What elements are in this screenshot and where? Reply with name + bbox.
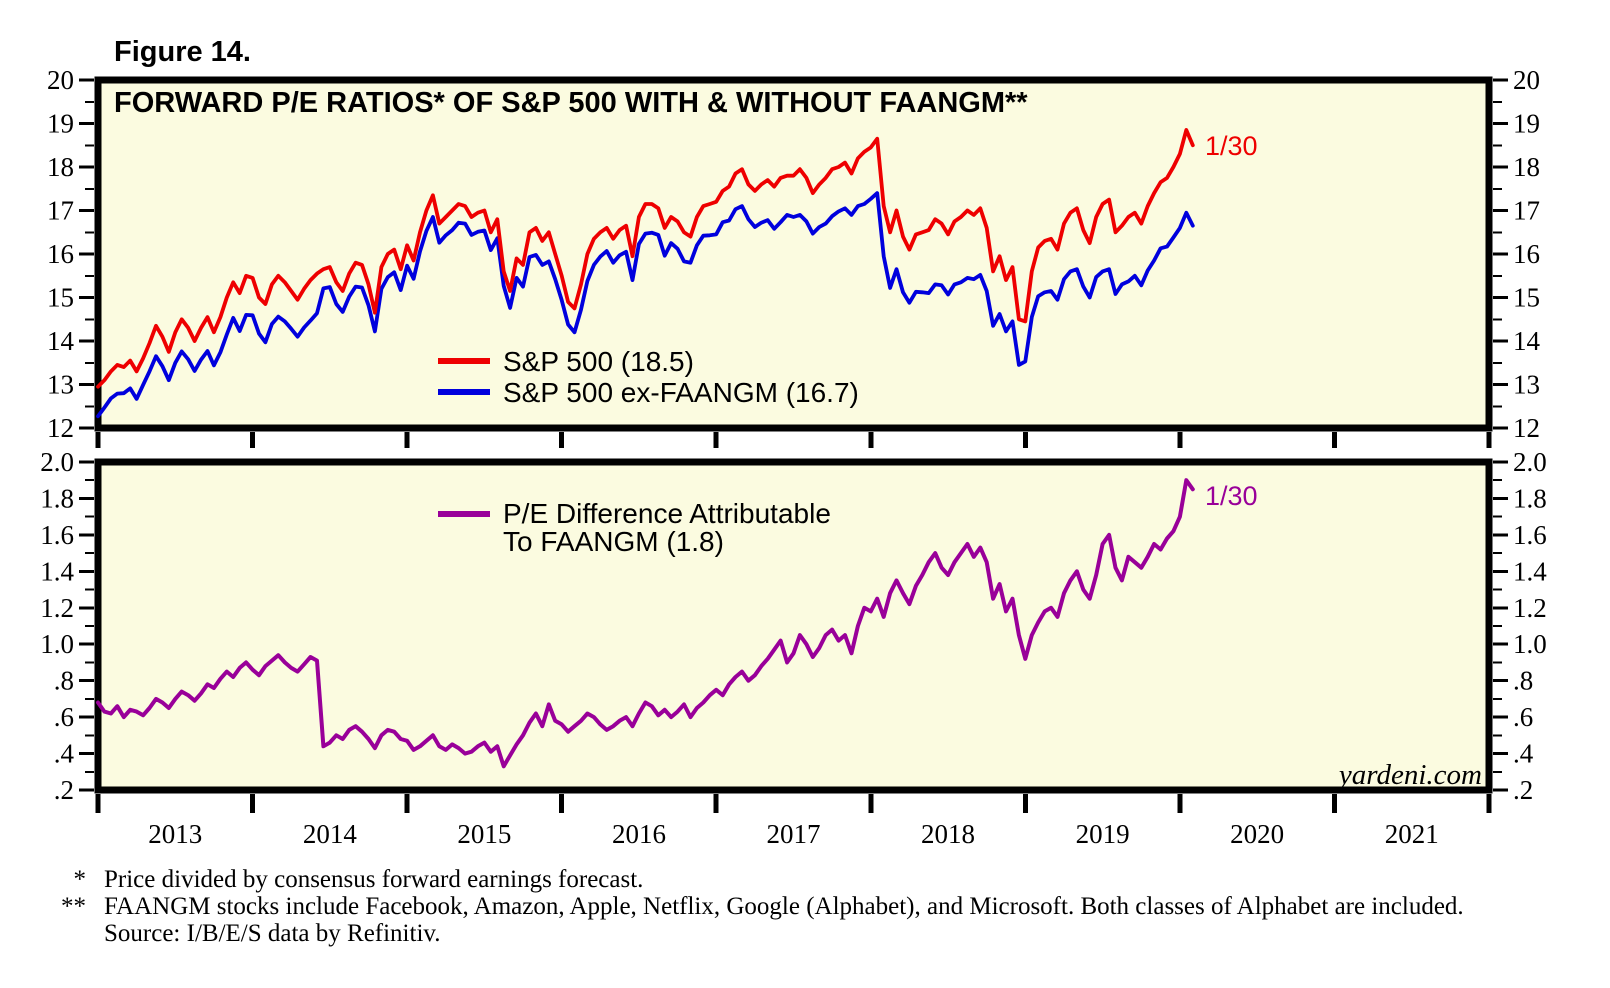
y-tick-label-left: 15 bbox=[47, 283, 74, 313]
y-tick-label-right: 18 bbox=[1513, 152, 1540, 182]
footnote-source: Source: I/B/E/S data by Refinitiv. bbox=[0, 920, 1560, 947]
y-tick-label-right: .4 bbox=[1513, 739, 1534, 769]
y-tick-label-right: 12 bbox=[1513, 413, 1540, 443]
y-tick-label-left: 13 bbox=[47, 370, 74, 400]
year-label: 2019 bbox=[1076, 819, 1130, 849]
pe-difference-legend-label-line1: P/E Difference Attributable bbox=[503, 498, 831, 529]
y-tick-label-right: 1.6 bbox=[1513, 520, 1547, 550]
bottom-panel-legend: P/E Difference Attributable To FAANGM (1… bbox=[438, 498, 831, 557]
figure-label: Figure 14. bbox=[114, 36, 251, 68]
y-tick-label-right: .8 bbox=[1513, 666, 1533, 696]
y-tick-label-left: 18 bbox=[47, 152, 74, 182]
y-tick-label-left: 17 bbox=[47, 196, 74, 226]
y-tick-label-left: 19 bbox=[47, 109, 74, 139]
footnote-source-text: Source: I/B/E/S data by Refinitiv. bbox=[104, 920, 441, 947]
axis-tick-labels: 12 12 13 13 14 14 15 15 16 16 17 17 18 18 19 19 20 20 .2 .2… bbox=[40, 65, 1547, 805]
footnote-2: ** FAANGM stocks include Facebook, Amazo… bbox=[0, 893, 1560, 920]
footnote-2-text: FAANGM stocks include Facebook, Amazon, … bbox=[104, 893, 1464, 920]
y-tick-label-left: 14 bbox=[47, 326, 75, 356]
y-tick-label-right: .2 bbox=[1513, 775, 1533, 805]
sp500-line bbox=[96, 128, 1195, 389]
y-tick-label-right: 16 bbox=[1513, 239, 1540, 269]
y-tick-label-left: 1.0 bbox=[40, 629, 74, 659]
chart-title: FORWARD P/E RATIOS* OF S&P 500 WITH & WI… bbox=[114, 87, 1028, 119]
year-label: 2018 bbox=[921, 819, 975, 849]
sp500-ex-faangm-legend-label: S&P 500 ex-FAANGM (16.7) bbox=[503, 377, 859, 408]
footnote-1-text: Price divided by consensus forward earni… bbox=[104, 866, 644, 893]
y-tick-label-left: 1.2 bbox=[40, 593, 74, 623]
year-label: 2021 bbox=[1385, 819, 1439, 849]
watermark: yardeni.com bbox=[1336, 759, 1482, 791]
pe-difference-line bbox=[96, 478, 1195, 769]
bottom-panel-plot-area bbox=[94, 458, 1493, 794]
y-tick-label-right: 20 bbox=[1513, 65, 1540, 95]
y-tick-label-left: .4 bbox=[54, 739, 75, 769]
y-tick-label-left: .6 bbox=[54, 702, 74, 732]
y-tick-label-right: 17 bbox=[1513, 196, 1540, 226]
year-label: 2013 bbox=[148, 819, 202, 849]
y-tick-label-left: 1.4 bbox=[40, 556, 74, 586]
y-tick-label-right: .6 bbox=[1513, 702, 1533, 732]
top-panel-date-annotation: 1/30 bbox=[1205, 131, 1258, 161]
y-tick-label-right: 1.2 bbox=[1513, 593, 1547, 623]
year-label: 2020 bbox=[1230, 819, 1284, 849]
y-tick-label-right: 14 bbox=[1513, 326, 1541, 356]
sp500-ex-faangm-line bbox=[96, 191, 1195, 419]
footnotes: * Price divided by consensus forward ear… bbox=[0, 866, 1560, 947]
y-tick-label-right: 1.4 bbox=[1513, 556, 1547, 586]
y-tick-label-right: 1.8 bbox=[1513, 483, 1547, 513]
year-label: 2014 bbox=[303, 819, 358, 849]
year-label: 2016 bbox=[612, 819, 666, 849]
y-tick-label-right: 2.0 bbox=[1513, 447, 1547, 477]
top-panel-plot-area bbox=[94, 76, 1493, 432]
top-panel-legend: S&P 500 (18.5) S&P 500 ex-FAANGM (16.7) bbox=[438, 346, 859, 408]
y-tick-label-left: 1.6 bbox=[40, 520, 74, 550]
x-axis-year-labels: 2013 2014 2015 2016 2017 2018 2019 2020 2021 bbox=[148, 819, 1438, 849]
year-label: 2015 bbox=[457, 819, 511, 849]
y-tick-label-left: 1.8 bbox=[40, 483, 74, 513]
sp500-legend-label: S&P 500 (18.5) bbox=[503, 346, 694, 377]
y-tick-label-right: 1.0 bbox=[1513, 629, 1547, 659]
bottom-panel-date-annotation: 1/30 bbox=[1205, 481, 1258, 511]
y-tick-label-right: 19 bbox=[1513, 109, 1540, 139]
y-tick-label-left: 2.0 bbox=[40, 447, 74, 477]
y-tick-label-left: 20 bbox=[47, 65, 74, 95]
y-tick-label-left: .2 bbox=[54, 775, 74, 805]
pe-difference-legend-label-line2: To FAANGM (1.8) bbox=[503, 526, 724, 557]
axis-ticks bbox=[79, 78, 1508, 813]
y-tick-label-right: 13 bbox=[1513, 370, 1540, 400]
footnote-2-marker: ** bbox=[61, 893, 86, 920]
y-tick-label-right: 15 bbox=[1513, 283, 1540, 313]
footnote-1: * Price divided by consensus forward ear… bbox=[0, 866, 1560, 893]
year-label: 2017 bbox=[767, 819, 821, 849]
y-tick-label-left: 16 bbox=[47, 239, 74, 269]
y-tick-label-left: 12 bbox=[47, 413, 74, 443]
footnote-1-marker: * bbox=[73, 866, 87, 893]
y-tick-label-left: .8 bbox=[54, 666, 74, 696]
